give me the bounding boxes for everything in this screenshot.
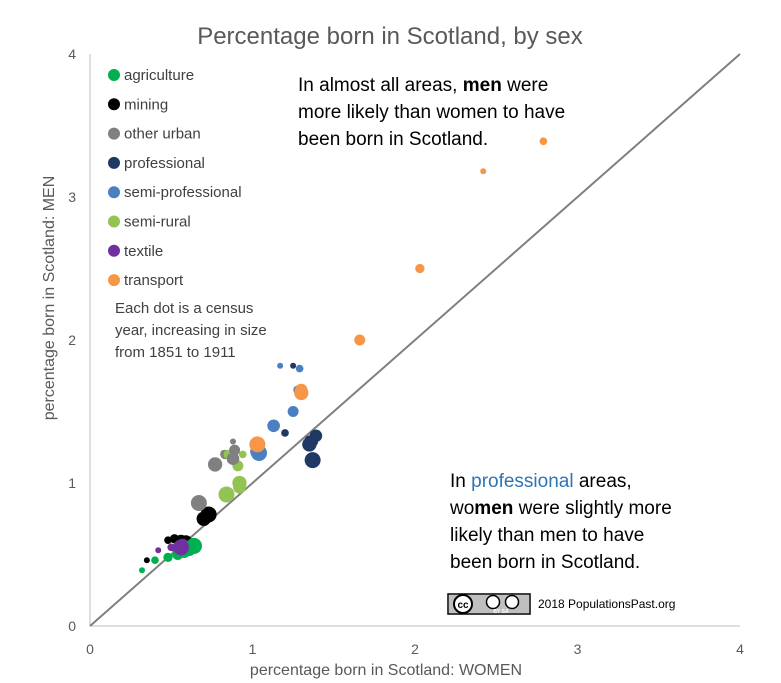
x-tick-label: 4 — [736, 641, 744, 657]
point-semi-professional-1851 — [277, 362, 284, 369]
point-semi-professional-1881 — [287, 406, 299, 417]
point-semi-rural-1901 — [232, 475, 247, 491]
point-professional-1901 — [302, 437, 317, 452]
legend-label-textile: textile — [124, 243, 163, 260]
cc-badge-sub: BY SA — [493, 609, 509, 615]
point-transport-1901 — [294, 385, 309, 401]
legend-marker-agriculture — [108, 69, 120, 81]
x-tick-label: 2 — [411, 641, 419, 657]
point-professional-1861 — [281, 429, 289, 437]
legend-marker-mining — [108, 98, 120, 111]
y-tick-label: 2 — [68, 332, 76, 348]
legend-note-line: year, increasing in size — [115, 322, 267, 339]
credit: cc BY SA 2018 PopulationsPast.org — [447, 593, 675, 615]
x-tick-label: 0 — [86, 641, 94, 657]
legend: agriculture mining other urban professional… — [108, 67, 242, 289]
point-textile-1911 — [173, 539, 189, 556]
legend-marker-semi-rural — [108, 215, 120, 228]
annotation-women: In professional areas, women were slightl… — [449, 471, 672, 573]
annot-men-line: more likely than women to have — [298, 102, 565, 123]
cc-icon — [453, 594, 473, 614]
equality-diagonal-line — [89, 53, 741, 627]
point-semi-rural-1911 — [218, 486, 235, 503]
point-other-urban-1851 — [230, 438, 236, 445]
point-other-urban-1911 — [190, 495, 207, 512]
legend-label-other-urban: other urban — [124, 126, 201, 143]
point-transport-1851 — [480, 168, 487, 175]
tick-labels: 0 1 2 3 4 0 1 2 3 4 — [68, 46, 744, 657]
point-professional-1911 — [304, 452, 321, 469]
axes — [89, 54, 740, 627]
credit-text: 2018 PopulationsPast.org — [538, 597, 675, 611]
y-tick-label: 0 — [68, 618, 76, 634]
annot-men-line: In almost all areas, men were — [298, 75, 548, 96]
legend-label-semi-professional: semi-professional — [124, 184, 242, 201]
point-transport-1911 — [249, 436, 266, 453]
point-semi-rural-1861 — [238, 450, 247, 459]
point-semi-professional-1861 — [295, 364, 304, 373]
by-icon — [485, 594, 501, 610]
annot-men-line: been born in Scotland. — [298, 129, 488, 150]
annot-women-line: In professional areas, — [450, 471, 632, 492]
point-professional-1851 — [290, 362, 297, 369]
legend-marker-semi-professional — [108, 186, 120, 199]
legend-label-professional: professional — [124, 155, 205, 172]
legend-marker-professional — [108, 156, 120, 169]
point-agriculture-1871 — [163, 552, 173, 563]
y-tick-label: 3 — [68, 189, 76, 205]
legend-marker-textile — [108, 244, 120, 257]
point-agriculture-1861 — [151, 556, 159, 565]
point-mining-1911 — [200, 506, 217, 523]
y-tick-label: 4 — [68, 46, 76, 62]
point-other-urban-1901 — [207, 457, 223, 472]
chart-title: Percentage born in Scotland, by sex — [197, 23, 583, 50]
annot-women-line: likely than men to have — [450, 525, 644, 546]
y-tick-label: 1 — [68, 475, 76, 491]
y-axis-label: percentage born in Scotland: MEN — [41, 176, 58, 421]
point-mining-1851 — [143, 557, 150, 564]
point-other-urban-1891 — [226, 452, 240, 466]
x-tick-label: 3 — [574, 641, 582, 657]
x-tick-label: 1 — [249, 641, 257, 657]
legend-label-semi-rural: semi-rural — [124, 214, 191, 231]
x-axis-label: percentage born in Scotland: WOMEN — [250, 662, 522, 679]
point-textile-1851 — [155, 547, 162, 554]
legend-label-agriculture: agriculture — [124, 67, 194, 84]
point-transport-1861 — [539, 137, 548, 146]
legend-marker-other-urban — [108, 127, 120, 140]
legend-label-mining: mining — [124, 96, 168, 113]
legend-note-line: Each dot is a census — [115, 300, 253, 317]
sa-icon — [504, 594, 520, 610]
point-agriculture-1851 — [139, 567, 145, 574]
annot-women-line: been born in Scotland. — [450, 552, 640, 573]
annotation-men: In almost all areas, men were more likely… — [298, 75, 565, 150]
legend-label-transport: transport — [124, 272, 184, 289]
point-transport-1881 — [354, 334, 366, 346]
legend-note-line: from 1851 to 1911 — [115, 344, 236, 361]
annot-women-line: women were slightly more — [449, 498, 672, 519]
point-semi-professional-1891 — [267, 419, 280, 433]
legend-marker-transport — [108, 274, 120, 287]
legend-note: Each dot is a census year, increasing in … — [115, 300, 267, 361]
point-transport-1871 — [415, 263, 425, 274]
point-agriculture-1911 — [186, 537, 202, 554]
data-points — [139, 137, 548, 574]
cc-icon-label: cc — [457, 600, 469, 611]
